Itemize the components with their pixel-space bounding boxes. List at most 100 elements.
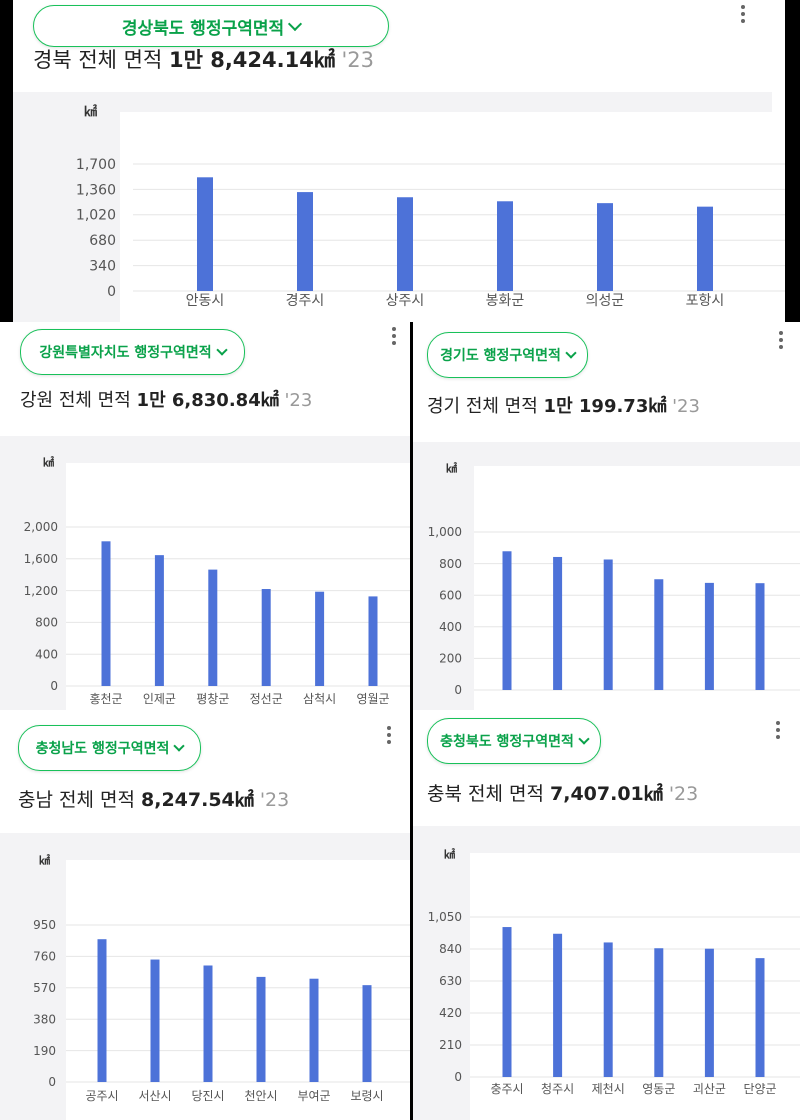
total-area-headline: 충북 전체 면적 7,407.01㎢ '23 xyxy=(427,779,698,806)
x-tick-label: 서산시 xyxy=(138,1089,171,1103)
x-tick-label: 부여군 xyxy=(297,1089,330,1103)
bar xyxy=(197,177,213,291)
bar-chart: ㎢ 0 400 800 1,200 1,600 2,000 홍천군 인제군 평창군 정선군 삼척시 영월… xyxy=(24,455,410,706)
bar xyxy=(261,589,271,686)
y-tick-label: 1,020 xyxy=(76,208,116,224)
x-tick-label: 봉화군 xyxy=(486,293,525,309)
bar xyxy=(603,942,613,1077)
bar xyxy=(603,559,613,690)
y-tick-label: 400 xyxy=(35,647,58,661)
y-tick-label: 0 xyxy=(454,1070,462,1084)
chart-canvas xyxy=(66,463,410,710)
bar xyxy=(397,197,413,291)
more-options-icon[interactable] xyxy=(387,726,391,747)
y-tick-label: 340 xyxy=(89,259,116,275)
headline-year: '23 xyxy=(672,396,700,417)
headline-prefix: 경기 전체 면적 xyxy=(427,396,538,417)
bar xyxy=(502,551,512,690)
bar xyxy=(497,201,513,291)
x-tick-label: 영동군 xyxy=(642,1082,675,1096)
total-area-headline: 경북 전체 면적 1만 8,424.14㎢ '23 xyxy=(33,44,374,74)
headline-year: '23 xyxy=(668,783,699,805)
region-selector-label: 강원특별자치도 행정구역면적 xyxy=(39,345,212,361)
region-selector-chip[interactable]: 강원특별자치도 행정구역면적 xyxy=(20,329,245,375)
y-tick-label: 1,000 xyxy=(428,525,462,539)
x-tick-label: 청주시 xyxy=(541,1082,574,1096)
y-tick-label: 210 xyxy=(439,1038,462,1052)
y-tick-label: 0 xyxy=(107,284,116,300)
headline-value: 1만 8,424.14㎢ xyxy=(168,48,335,72)
bar xyxy=(553,556,563,690)
x-tick-label: 정선군 xyxy=(250,692,283,706)
y-tick-label: 570 xyxy=(33,981,56,995)
bar xyxy=(755,958,765,1077)
bar xyxy=(654,948,664,1077)
bar xyxy=(154,555,164,686)
y-tick-label: 420 xyxy=(439,1006,462,1020)
chart-canvas xyxy=(470,853,800,1120)
x-tick-label: 공주시 xyxy=(85,1089,118,1103)
x-tick-label: 충주시 xyxy=(490,1082,523,1096)
x-tick-label: 단양군 xyxy=(743,1082,776,1096)
x-tick-label: 보령시 xyxy=(350,1089,383,1103)
headline-prefix: 강원 전체 면적 xyxy=(20,390,131,411)
y-tick-label: 400 xyxy=(439,620,462,634)
bar-chart: ㎢ 0 190 380 570 760 950 공주시 서산시 당진시 천안시 부여군 보령시 금 xyxy=(33,853,410,1103)
region-selector-chip[interactable]: 충청북도 행정구역면적 xyxy=(427,718,601,764)
x-tick-label: 영월군 xyxy=(356,692,389,706)
bar xyxy=(309,978,319,1082)
bar xyxy=(315,591,325,686)
region-selector-chip[interactable]: 충청남도 행정구역면적 xyxy=(18,725,201,771)
region-selector-label: 경기도 행정구역면적 xyxy=(440,348,561,364)
headline-prefix: 충북 전체 면적 xyxy=(427,783,544,805)
y-tick-label: 0 xyxy=(50,679,58,693)
y-tick-label: 200 xyxy=(439,652,462,666)
y-tick-label: 680 xyxy=(89,233,116,249)
headline-year: '23 xyxy=(284,390,313,411)
x-tick-label: 포항시 xyxy=(686,293,725,309)
bar xyxy=(654,579,664,690)
bar xyxy=(597,203,613,291)
y-tick-label: 2,000 xyxy=(24,520,58,534)
y-tick-label: 1,700 xyxy=(76,157,116,173)
y-tick-label: 1,050 xyxy=(428,910,462,924)
y-tick-label: 0 xyxy=(48,1075,56,1089)
bar xyxy=(150,959,160,1082)
total-area-headline: 강원 전체 면적 1만 6,830.84㎢ '23 xyxy=(20,386,312,412)
y-tick-label: 0 xyxy=(454,683,462,697)
x-tick-label: 안동시 xyxy=(186,293,225,309)
more-options-icon[interactable] xyxy=(392,327,396,348)
region-selector-chip[interactable]: 경상북도 행정구역면적 xyxy=(33,5,389,47)
headline-year: '23 xyxy=(341,48,375,72)
region-selector-label: 경상북도 행정구역면적 xyxy=(121,18,285,39)
bar xyxy=(362,985,372,1082)
y-tick-label: 1,200 xyxy=(24,584,58,598)
unit-label: ㎢ xyxy=(446,461,457,475)
more-options-icon[interactable] xyxy=(741,5,745,26)
x-tick-label: 당진시 xyxy=(191,1089,224,1103)
y-tick-label: 800 xyxy=(35,616,58,630)
unit-label: ㎢ xyxy=(39,853,50,867)
more-options-icon[interactable] xyxy=(776,721,780,742)
region-selector-label: 충청북도 행정구역면적 xyxy=(440,734,574,750)
bar xyxy=(704,582,714,690)
headline-value: 1만 6,830.84㎢ xyxy=(136,390,279,411)
bar xyxy=(502,927,512,1077)
headline-year: '23 xyxy=(259,789,290,811)
region-selector-chip[interactable]: 경기도 행정구역면적 xyxy=(427,332,588,378)
y-tick-label: 760 xyxy=(33,950,56,964)
bar xyxy=(697,206,713,291)
more-options-icon[interactable] xyxy=(779,331,783,352)
total-area-headline: 충남 전체 면적 8,247.54㎢ '23 xyxy=(18,785,289,812)
bar xyxy=(704,948,714,1077)
x-tick-label: 제천시 xyxy=(592,1081,625,1096)
y-tick-label: 380 xyxy=(33,1012,56,1026)
region-selector-label: 충청남도 행정구역면적 xyxy=(35,741,170,757)
headline-prefix: 충남 전체 면적 xyxy=(18,789,135,811)
x-tick-label: 경주시 xyxy=(286,293,325,309)
bar xyxy=(297,192,313,291)
unit-label: ㎢ xyxy=(84,104,97,120)
